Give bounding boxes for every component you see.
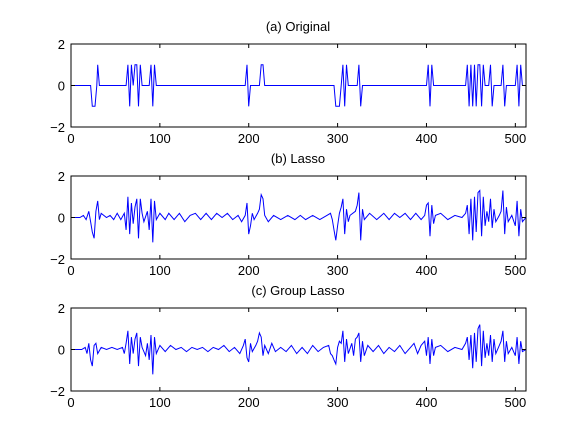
x-tick-label: 0 xyxy=(67,395,74,410)
plot-frame xyxy=(70,175,527,260)
x-tick-label: 400 xyxy=(416,131,438,146)
series-line xyxy=(71,64,526,107)
x-tick-label: 200 xyxy=(238,395,260,410)
y-tick-label: 0 xyxy=(58,79,65,94)
y-tick-label: −2 xyxy=(50,384,65,399)
x-tick-label: 100 xyxy=(149,395,171,410)
x-tick-label: 500 xyxy=(504,131,526,146)
x-tick-label: 100 xyxy=(149,263,171,278)
subplot-title: (b) Lasso xyxy=(271,151,325,166)
series-line xyxy=(71,189,527,243)
x-tick-label: 300 xyxy=(327,131,349,146)
x-tick-label: 300 xyxy=(327,263,349,278)
x-tick-label: 400 xyxy=(416,263,438,278)
x-tick-label: 200 xyxy=(238,263,260,278)
x-tick-label: 100 xyxy=(149,131,171,146)
series-line xyxy=(71,324,527,375)
x-tick-label: 400 xyxy=(416,395,438,410)
x-tick-label: 300 xyxy=(327,395,349,410)
y-tick-label: 0 xyxy=(58,211,65,226)
subplot-title: (c) Group Lasso xyxy=(251,283,344,298)
x-tick-label: 0 xyxy=(67,263,74,278)
x-tick-label: 500 xyxy=(504,395,526,410)
x-tick-label: 500 xyxy=(504,263,526,278)
x-tick-label: 0 xyxy=(67,131,74,146)
y-tick-label: 2 xyxy=(58,169,65,184)
subplot-title: (a) Original xyxy=(266,19,330,34)
y-tick-label: −2 xyxy=(50,120,65,135)
x-tick-label: 200 xyxy=(238,131,260,146)
y-tick-label: 2 xyxy=(58,37,65,52)
y-tick-label: 0 xyxy=(58,343,65,358)
y-tick-label: −2 xyxy=(50,252,65,267)
y-tick-label: 2 xyxy=(58,301,65,316)
